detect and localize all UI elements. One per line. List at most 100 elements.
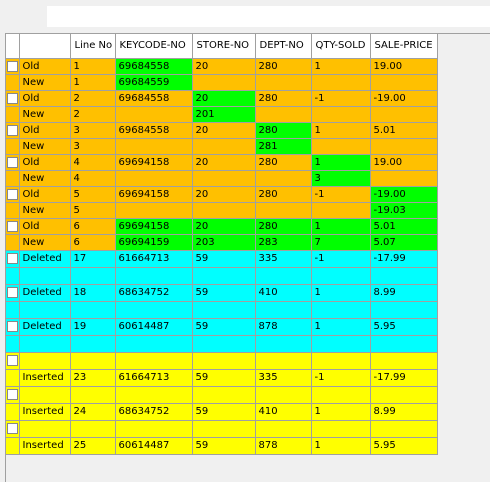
table-row[interactable]: New 5 -19.03 [6, 202, 438, 219]
table-row[interactable]: Deleted 17 61664713 59 335 -1 -17.99 [6, 250, 438, 268]
table-row[interactable]: Old 4 69694158 20 280 1 19.00 [6, 154, 438, 171]
status-cell: New [19, 170, 71, 187]
row-checkbox[interactable] [6, 320, 18, 332]
line-no-cell: 5 [70, 186, 116, 203]
table-row[interactable]: Deleted 19 60614487 59 878 1 5.95 [6, 318, 438, 336]
store-no-cell: 59 [192, 369, 256, 387]
line-no-cell: 18 [70, 284, 116, 302]
table-row[interactable]: Inserted 23 61664713 59 335 -1 -17.99 [6, 369, 438, 387]
table-row[interactable]: Old 3 69684558 20 280 1 5.01 [6, 122, 438, 139]
table-row[interactable]: Old 1 69684558 20 280 1 19.00 [6, 58, 438, 75]
line-no-cell [70, 301, 116, 319]
table-row[interactable] [6, 420, 438, 438]
keycode-cell: 60614487 [115, 318, 193, 336]
header-sale-price[interactable]: SALE-PRICE [370, 34, 438, 59]
table-row[interactable] [6, 335, 438, 353]
line-no-cell: 4 [70, 170, 116, 187]
dept-no-cell: 280 [255, 122, 312, 139]
row-checkbox[interactable] [6, 220, 18, 232]
row-checkbox[interactable] [6, 354, 18, 366]
header-keycode-no[interactable]: KEYCODE-NO [115, 34, 193, 59]
row-select-cell [6, 122, 20, 139]
header-qty-sold[interactable]: QTY-SOLD [311, 34, 371, 59]
qty-sold-cell [311, 74, 371, 91]
sale-price-cell [370, 138, 438, 155]
table-row[interactable]: New 3 281 [6, 138, 438, 155]
store-no-cell: 203 [192, 234, 256, 251]
sale-price-cell: 5.95 [370, 318, 438, 336]
qty-sold-cell: 3 [311, 170, 371, 187]
sale-price-cell: -19.03 [370, 202, 438, 219]
status-cell: Inserted [19, 403, 71, 421]
table-row[interactable]: New 6 69694159 203 283 7 5.07 [6, 234, 438, 251]
search-bar[interactable] [47, 6, 490, 27]
row-select-cell [6, 267, 20, 285]
line-no-cell [70, 420, 116, 438]
status-cell: New [19, 138, 71, 155]
qty-sold-cell [311, 106, 371, 123]
row-checkbox[interactable] [6, 188, 18, 200]
row-checkbox[interactable] [6, 92, 18, 104]
row-checkbox[interactable] [6, 422, 18, 434]
sale-price-cell [370, 420, 438, 438]
table-row[interactable]: Inserted 25 60614487 59 878 1 5.95 [6, 437, 438, 455]
dept-no-cell: 281 [255, 138, 312, 155]
sale-price-cell [370, 74, 438, 91]
qty-sold-cell: 1 [311, 437, 371, 455]
keycode-cell: 69694159 [115, 234, 193, 251]
row-select-cell [6, 234, 20, 251]
status-cell: New [19, 74, 71, 91]
qty-sold-cell: 7 [311, 234, 371, 251]
dept-no-cell [255, 106, 312, 123]
sale-price-cell: 19.00 [370, 58, 438, 75]
store-no-cell [192, 202, 256, 219]
keycode-cell: 60614487 [115, 437, 193, 455]
row-checkbox[interactable] [6, 286, 18, 298]
header-store-no[interactable]: STORE-NO [192, 34, 256, 59]
row-checkbox[interactable] [6, 388, 18, 400]
table-row[interactable] [6, 267, 438, 285]
table-row[interactable]: Old 2 69684558 20 280 -1 -19.00 [6, 90, 438, 107]
table-row[interactable]: Old 6 69694158 20 280 1 5.01 [6, 218, 438, 235]
table-row[interactable] [6, 352, 438, 370]
header-line-no[interactable]: Line No [70, 34, 116, 59]
sale-price-cell [370, 386, 438, 404]
line-no-cell: 25 [70, 437, 116, 455]
table-row[interactable]: New 1 69684559 [6, 74, 438, 91]
row-select-cell [6, 335, 20, 353]
keycode-cell [115, 352, 193, 370]
table-row[interactable]: Deleted 18 68634752 59 410 1 8.99 [6, 284, 438, 302]
keycode-cell: 69694158 [115, 218, 193, 235]
row-checkbox[interactable] [6, 60, 18, 72]
row-select-cell [6, 218, 20, 235]
qty-sold-cell: 1 [311, 284, 371, 302]
dept-no-cell: 335 [255, 369, 312, 387]
dept-no-cell [255, 386, 312, 404]
row-select-cell [6, 403, 20, 421]
table-row[interactable]: Inserted 24 68634752 59 410 1 8.99 [6, 403, 438, 421]
line-no-cell: 5 [70, 202, 116, 219]
header-dept-no[interactable]: DEPT-NO [255, 34, 312, 59]
row-checkbox[interactable] [6, 156, 18, 168]
row-checkbox[interactable] [6, 252, 18, 264]
store-no-cell [192, 352, 256, 370]
keycode-cell [115, 106, 193, 123]
table-row[interactable]: New 2 201 [6, 106, 438, 123]
table-row[interactable]: New 4 3 [6, 170, 438, 187]
table-row[interactable] [6, 301, 438, 319]
status-cell: Old [19, 154, 71, 171]
line-no-cell: 3 [70, 138, 116, 155]
table-row[interactable] [6, 386, 438, 404]
keycode-cell: 68634752 [115, 403, 193, 421]
sale-price-cell: -17.99 [370, 250, 438, 268]
sale-price-cell: 8.99 [370, 284, 438, 302]
row-checkbox[interactable] [6, 124, 18, 136]
table-row[interactable]: Old 5 69694158 20 280 -1 -19.00 [6, 186, 438, 203]
store-no-cell: 59 [192, 403, 256, 421]
status-cell: Old [19, 122, 71, 139]
row-select-cell [6, 58, 20, 75]
keycode-cell [115, 138, 193, 155]
row-select-cell [6, 284, 20, 302]
qty-sold-cell: -1 [311, 369, 371, 387]
qty-sold-cell: 1 [311, 122, 371, 139]
